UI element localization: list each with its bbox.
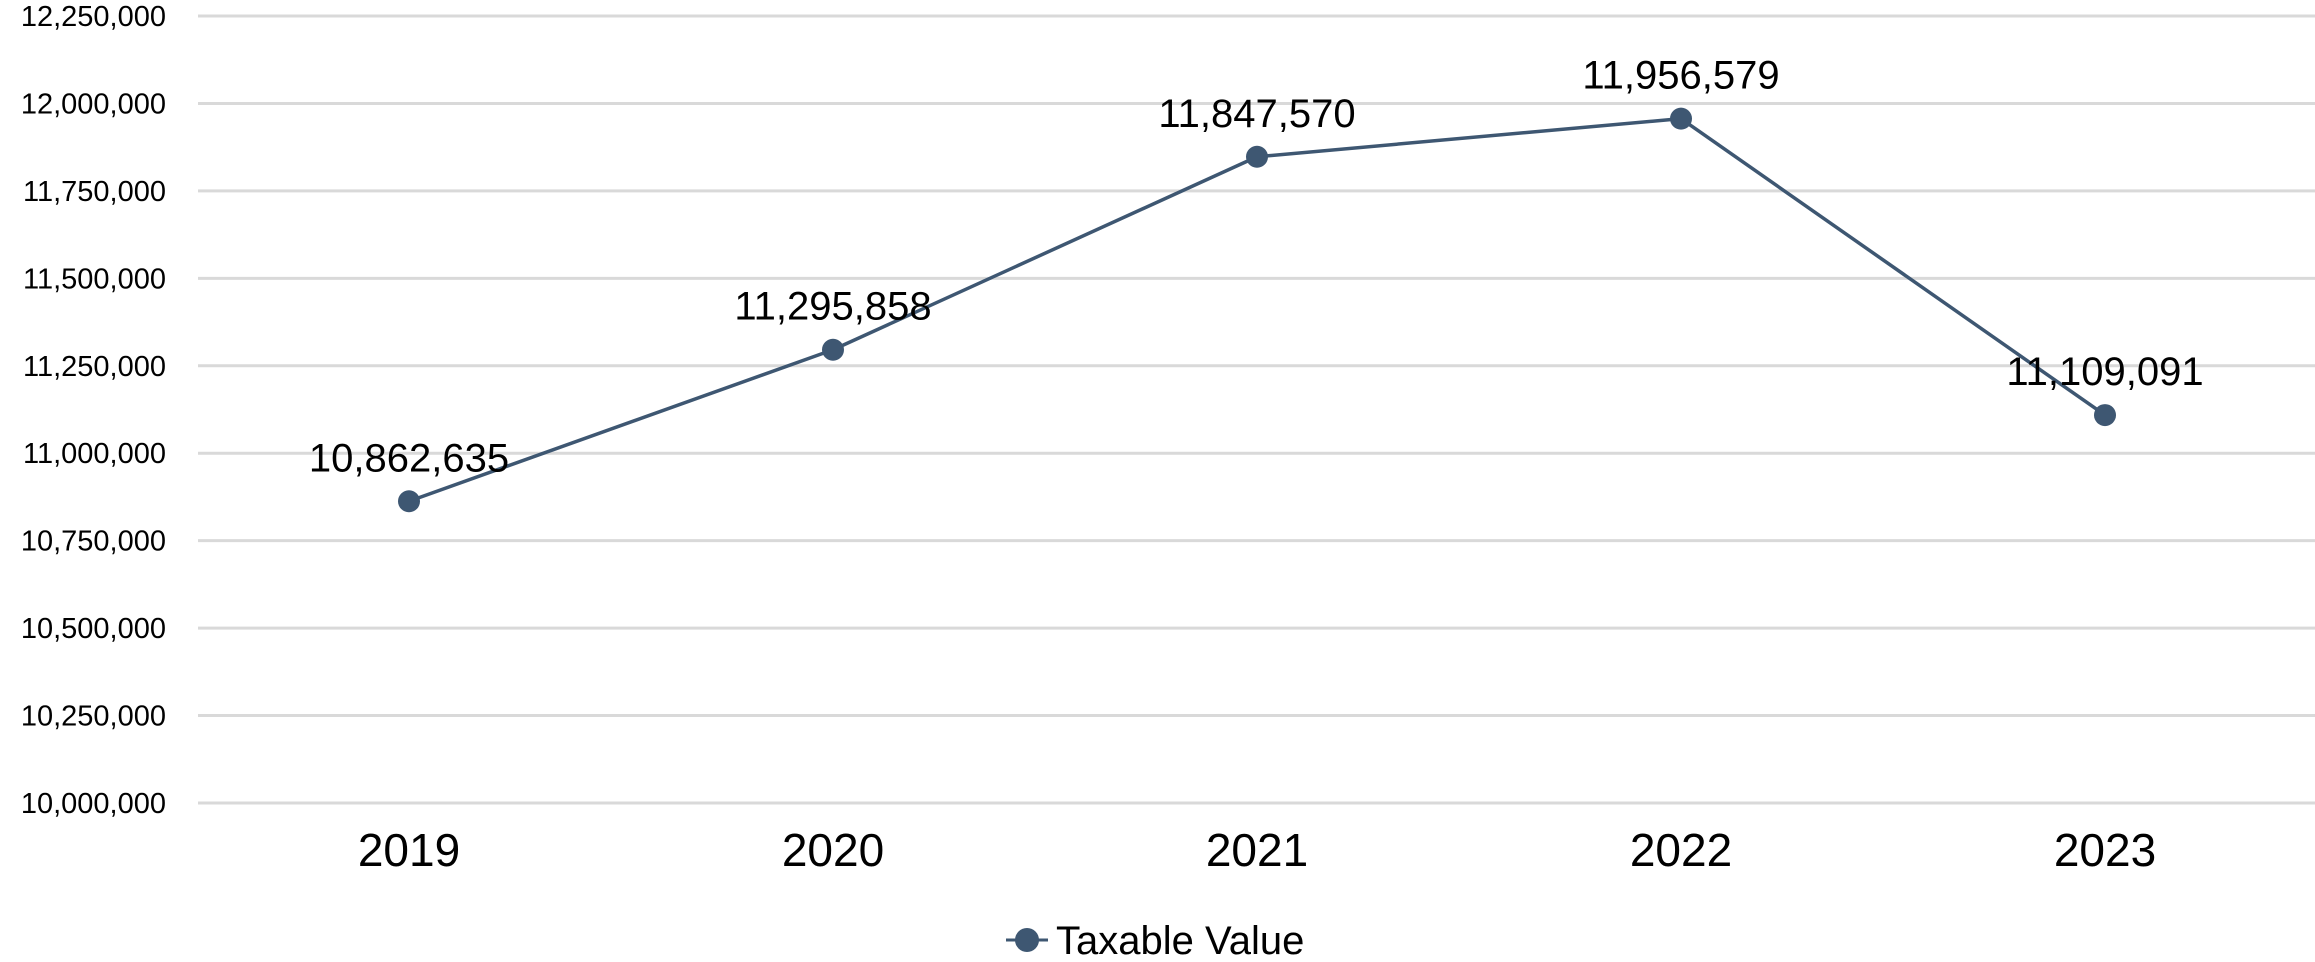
data-label: 10,862,635	[309, 436, 509, 480]
y-tick-label: 10,750,000	[21, 526, 166, 558]
x-tick-label: 2020	[782, 824, 884, 876]
x-tick-label: 2022	[1630, 824, 1732, 876]
series-line	[408, 116, 2107, 503]
data-label: 11,295,858	[734, 285, 931, 329]
x-axis-tick-labels: 2019 2020 2021 2022 2023	[358, 824, 2156, 876]
data-label: 11,109,091	[2006, 350, 2203, 394]
x-tick-label: 2019	[358, 824, 460, 876]
y-tick-label: 10,500,000	[21, 613, 166, 645]
y-tick-label: 11,250,000	[23, 351, 166, 383]
legend-series-name: Taxable Value	[1056, 919, 1304, 957]
y-tick-label: 10,250,000	[21, 701, 166, 733]
data-point	[822, 338, 844, 361]
y-tick-label: 11,500,000	[23, 263, 166, 295]
x-tick-label: 2021	[1206, 824, 1308, 876]
y-axis-tick-labels: 10,000,000 10,250,000 10,500,000 10,750,000…	[21, 1, 166, 820]
y-tick-label: 12,250,000	[21, 1, 166, 33]
legend: Taxable Value	[1006, 919, 1304, 962]
legend-dot-marker	[1015, 928, 1039, 952]
series-line-layer	[408, 116, 2107, 503]
y-tick-label: 12,000,000	[21, 88, 166, 120]
data-point	[1670, 107, 1692, 130]
data-point	[1246, 145, 1268, 168]
data-points	[398, 107, 2116, 513]
y-tick-label: 11,750,000	[23, 176, 166, 208]
data-labels: 10,862,635 11,295,858 11,847,570 11,956,579…	[309, 54, 2204, 481]
x-tick-label: 2023	[2054, 824, 2156, 876]
data-label: 11,847,570	[1158, 92, 1355, 136]
gridlines	[198, 14, 2315, 805]
data-point	[2094, 404, 2116, 427]
y-tick-label: 11,000,000	[23, 438, 166, 470]
data-point	[398, 490, 420, 513]
data-label: 11,956,579	[1582, 54, 1779, 98]
y-tick-label: 10,000,000	[21, 788, 166, 820]
